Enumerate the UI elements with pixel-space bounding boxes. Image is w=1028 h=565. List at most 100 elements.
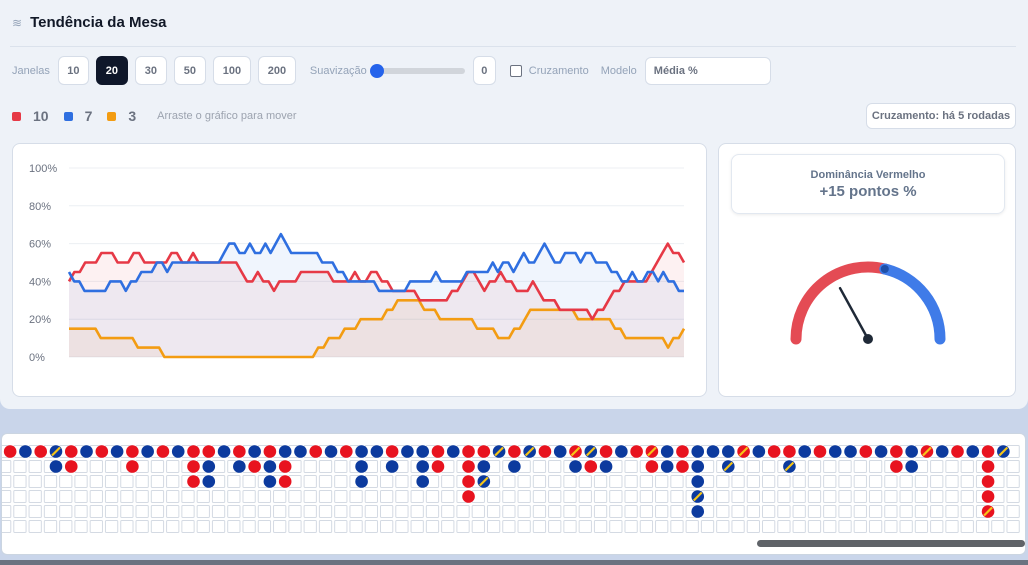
road-cell — [257, 520, 272, 533]
trend-chart[interactable]: 100% 80% 60% 40% 20% 0% — [12, 143, 707, 397]
road-cell — [746, 490, 760, 503]
road-cell — [135, 505, 149, 518]
road-cell — [288, 505, 302, 518]
red-bead — [34, 445, 47, 458]
red-bead — [187, 460, 200, 473]
gauge-hub — [863, 334, 873, 344]
road-cell — [410, 505, 424, 518]
red-bead — [538, 445, 552, 458]
blue-bead — [263, 460, 277, 473]
road-cell — [624, 460, 638, 473]
road-cell — [43, 505, 58, 518]
road-cell — [899, 520, 913, 533]
road-cell — [884, 505, 898, 518]
model-select[interactable]: Média % — [644, 56, 771, 85]
crossing-checkbox[interactable] — [509, 64, 522, 77]
road-cell — [456, 505, 470, 518]
blue-bead — [828, 445, 842, 458]
road-cell — [777, 520, 791, 533]
road-cell — [89, 490, 103, 503]
road-cell — [28, 520, 42, 533]
road-cell — [242, 520, 256, 533]
y-tick-label: 40% — [29, 276, 51, 288]
road-cell — [28, 460, 42, 473]
bead-road[interactable] — [1, 433, 1026, 555]
dominance-card: Dominância Vermelho +15 pontos % — [718, 143, 1016, 397]
road-cell — [104, 460, 119, 473]
road-cell — [13, 475, 27, 488]
red-bead — [890, 460, 903, 473]
horizontal-scrollbar[interactable] — [757, 540, 1025, 547]
blue-bead — [416, 460, 430, 473]
windows-label: Janelas — [12, 64, 50, 77]
road-cell — [486, 490, 501, 503]
road-cell — [914, 490, 929, 503]
road-cell — [43, 490, 58, 503]
road-cell — [273, 520, 287, 533]
road-cell — [838, 505, 852, 518]
road-cell — [731, 520, 745, 533]
blue-bead — [416, 445, 430, 458]
window-button-50[interactable]: 50 — [173, 56, 206, 85]
red-bead — [95, 445, 109, 458]
road-cell — [135, 520, 149, 533]
blue-bead — [874, 445, 888, 458]
road-cell — [792, 505, 806, 518]
blue-bead — [752, 445, 766, 458]
road-cell — [807, 460, 822, 473]
red-bead — [278, 475, 292, 488]
road-cell — [196, 520, 210, 533]
road-cell — [945, 475, 959, 488]
blue-bead — [416, 475, 430, 488]
road-cell — [425, 520, 440, 533]
road-cell — [960, 490, 974, 503]
road-cell — [441, 520, 455, 533]
bead-road-grid — [2, 445, 1020, 533]
road-cell — [425, 490, 440, 503]
road-cell — [639, 505, 654, 518]
window-button-30[interactable]: 30 — [134, 56, 167, 85]
red-bead — [599, 445, 613, 458]
window-button-200[interactable]: 200 — [257, 56, 296, 85]
road-cell — [502, 490, 516, 503]
road-cell — [639, 490, 654, 503]
road-cell — [104, 520, 119, 533]
window-button-10[interactable]: 10 — [57, 56, 89, 85]
road-cell — [349, 520, 363, 533]
road-cell — [380, 520, 394, 533]
road-cell — [120, 475, 134, 488]
trend-chart-svg[interactable]: 100% 80% 60% 40% 20% 0% — [13, 144, 708, 398]
road-cell — [930, 475, 944, 488]
red-bead — [676, 445, 689, 458]
blue-bead — [401, 445, 414, 458]
blue-bead — [553, 445, 567, 458]
window-button-100[interactable]: 100 — [212, 56, 251, 85]
road-cell — [211, 505, 226, 518]
road-cell — [716, 475, 730, 488]
red-bead — [890, 445, 903, 458]
window-button-20[interactable]: 20 — [95, 56, 128, 85]
road-cell — [74, 475, 88, 488]
tie-mark — [524, 446, 535, 457]
blue-bead — [233, 460, 246, 473]
road-cell — [288, 490, 302, 503]
road-cell — [960, 475, 974, 488]
road-cell — [273, 490, 287, 503]
road-cell — [166, 505, 180, 518]
smoothing-slider[interactable] — [369, 63, 465, 78]
road-cell — [975, 520, 990, 533]
series-area — [69, 300, 684, 357]
red-bead — [767, 445, 781, 458]
road-cell — [517, 505, 531, 518]
legend-count-red: 10 — [33, 108, 49, 124]
road-cell — [486, 505, 501, 518]
smoothing-slider-knob[interactable] — [369, 63, 384, 78]
blue-bead — [385, 460, 399, 473]
tie-mark — [570, 446, 581, 457]
red-bead — [187, 445, 200, 458]
road-cell — [899, 490, 913, 503]
road-cell — [563, 505, 577, 518]
road-cell — [181, 490, 195, 503]
road-cell — [792, 520, 806, 533]
road-cell — [532, 490, 547, 503]
